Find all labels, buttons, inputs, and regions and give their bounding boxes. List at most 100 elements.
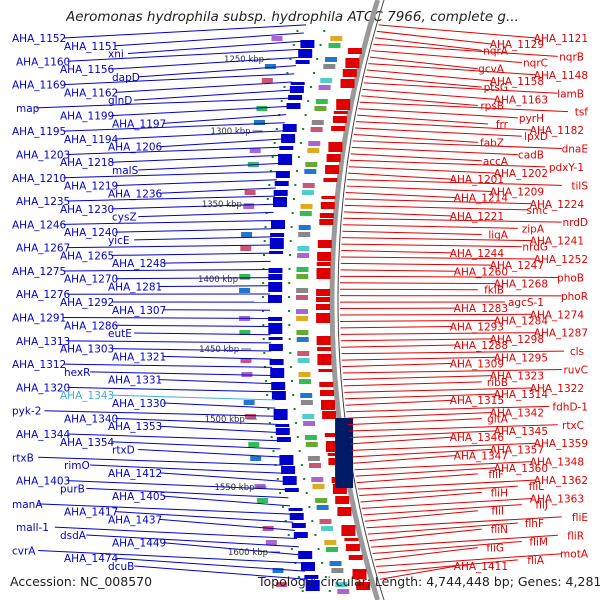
leader-line	[357, 479, 537, 490]
forward-gene-block	[275, 171, 290, 178]
leader-line	[361, 95, 478, 107]
tick-dot	[304, 114, 307, 116]
gene-label: AHA_1315	[450, 395, 504, 407]
tick-dot	[270, 436, 273, 438]
leader-line	[362, 88, 497, 100]
gene-label: AHA_1246	[12, 219, 67, 231]
annotation-block	[297, 351, 310, 356]
leader-line	[376, 553, 562, 567]
annotation-block	[320, 78, 333, 83]
leader-line	[342, 230, 482, 235]
tick-dot	[288, 296, 290, 298]
reverse-gene-block	[323, 178, 338, 182]
reverse-gene-block	[319, 219, 334, 225]
annotation-block	[243, 400, 255, 405]
annotation-block	[303, 421, 316, 426]
leader-line	[354, 461, 533, 471]
tick-dot	[262, 282, 265, 284]
leader-line	[377, 559, 518, 574]
leader-line	[340, 288, 478, 291]
reverse-gene-block	[316, 262, 331, 266]
forward-gene-block	[268, 317, 283, 321]
tick-dot	[311, 520, 314, 522]
annotation-block	[265, 540, 277, 545]
gene-label: xni	[108, 49, 124, 61]
tick-dot	[288, 310, 290, 312]
leader-line	[350, 436, 453, 445]
tick-dot	[328, 590, 331, 592]
annotation-block	[296, 309, 308, 314]
tick-dot	[263, 352, 266, 354]
gene-label: AHA_1292	[60, 297, 114, 309]
tick-dot	[292, 394, 295, 396]
tick-dot	[292, 44, 295, 46]
annotation-block	[325, 57, 337, 62]
kbp-tick-label: 1550 kbp	[214, 483, 254, 493]
gene-label: AHA_1275	[12, 266, 66, 278]
leader-line	[353, 454, 457, 464]
gene-label: fliG	[486, 543, 504, 555]
gene-label: AHA_1219	[64, 181, 118, 193]
leader-line	[345, 192, 457, 199]
gene-label: fliF	[488, 469, 504, 481]
forward-gene-block	[291, 523, 306, 528]
annotation-block	[312, 484, 325, 489]
leader-line	[374, 547, 478, 561]
gene-label: rtxD	[112, 445, 135, 457]
gene-label: manA	[12, 499, 43, 511]
gene-label: AHA_1195	[12, 126, 66, 138]
forward-gene-block	[298, 551, 313, 559]
reverse-gene-block	[321, 196, 336, 199]
leader-line	[347, 418, 482, 426]
forward-gene-block	[271, 220, 285, 229]
tick-dot	[321, 562, 324, 564]
tick-dot	[296, 436, 299, 438]
tick-dot	[286, 72, 289, 74]
gene-label: nqrC	[523, 58, 548, 70]
leader-line	[115, 277, 271, 280]
gene-label: fliJ	[535, 500, 548, 512]
leader-line	[359, 101, 569, 113]
leader-line	[363, 504, 522, 516]
gene-label: AHA_1345	[494, 426, 548, 438]
tick-dot	[262, 296, 264, 298]
gene-label: AHA_1286	[64, 320, 119, 332]
leader-line	[346, 405, 550, 413]
gene-label: fdhD-1	[552, 401, 588, 413]
forward-gene-block	[301, 562, 315, 571]
leader-line	[360, 491, 482, 503]
gene-label: fliL	[529, 481, 545, 493]
leader-line	[67, 386, 274, 393]
tick-dot	[307, 100, 310, 102]
kbp-tick-label: 1400 kbp	[198, 275, 238, 285]
leader-line	[350, 153, 482, 162]
gene-label: AHA_1474	[64, 553, 119, 565]
leader-line	[372, 540, 522, 555]
gene-label: AHA_1309	[450, 358, 504, 370]
leader-line	[351, 146, 518, 156]
gene-label: AHA_1357	[490, 444, 544, 456]
gene-label: AHA_1417	[64, 507, 118, 519]
tick-dot	[293, 198, 295, 200]
annotation-block	[244, 190, 256, 195]
tick-dot	[305, 492, 308, 494]
gene-label: AHA_1162	[64, 87, 118, 99]
leader-line	[63, 268, 271, 272]
annotation-block	[316, 505, 329, 510]
leader-line	[134, 89, 291, 101]
gene-label: nqrA	[483, 45, 509, 57]
annotation-block	[302, 183, 315, 188]
gene-label: AHA_1348	[530, 457, 584, 469]
reverse-gene-block	[317, 252, 332, 261]
gene-label: AHA_1313	[16, 336, 70, 348]
reverse-gene-block	[327, 453, 342, 456]
annotation-block	[300, 400, 313, 405]
gene-label: AHA_1322	[530, 383, 584, 395]
tick-dot	[324, 576, 327, 578]
leader-line	[111, 154, 280, 163]
leader-line	[368, 63, 537, 76]
tick-dot	[297, 156, 300, 158]
reverse-gene-block	[335, 496, 350, 504]
reverse-gene-block	[321, 400, 335, 410]
annotation-block	[296, 288, 309, 293]
